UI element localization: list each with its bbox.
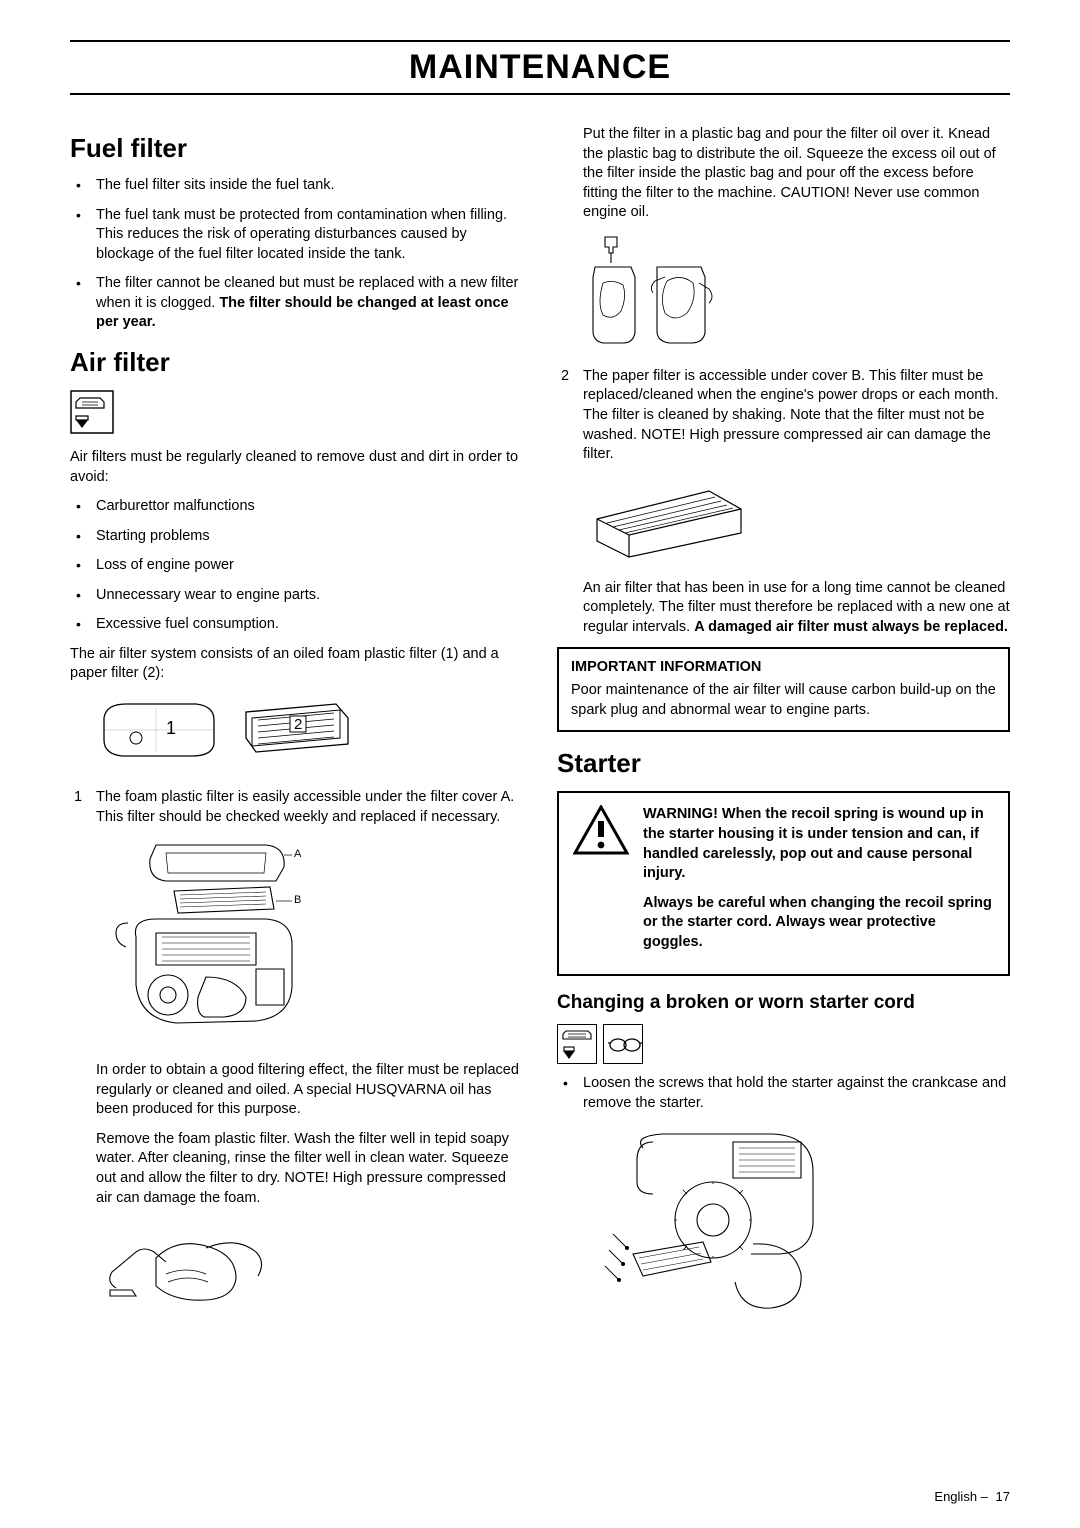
right-column: Put the filter in a plastic bag and pour… (557, 119, 1010, 1338)
info-header: IMPORTANT INFORMATION (571, 659, 996, 675)
columns: Fuel filter The fuel filter sits inside … (70, 119, 1010, 1338)
air-filter-bullets: Carburettor malfunctions Starting proble… (70, 497, 523, 635)
list-item: Loss of engine power (70, 556, 523, 576)
para-effect: In order to obtain a good filtering effe… (70, 1061, 523, 1120)
fuel-filter-list: The fuel filter sits inside the fuel tan… (70, 176, 523, 333)
left-column: Fuel filter The fuel filter sits inside … (70, 119, 523, 1338)
fuel-filter-heading: Fuel filter (70, 133, 523, 164)
info-text: Poor maintenance of the air filter will … (571, 681, 996, 720)
list-item: Loosen the screws that hold the starter … (557, 1074, 1010, 1113)
air-filter-system-text: The air filter system consists of an oil… (70, 645, 523, 684)
air-filter-numbered: The foam plastic filter is easily access… (70, 788, 523, 827)
warning-box: WARNING! When the recoil spring is wound… (557, 791, 1010, 976)
starter-remove-figure (557, 1124, 1010, 1324)
warn-p1: WARNING! When the recoil spring is wound… (643, 805, 994, 883)
list-item: Carburettor malfunctions (70, 497, 523, 517)
oil-bag-figure (557, 233, 1010, 353)
bold-text: A damaged air filter must always be repl… (694, 619, 1008, 635)
list-item: Starting problems (70, 527, 523, 547)
longuse-para: An air filter that has been in use for a… (557, 579, 1010, 638)
cover-a-b-figure: A B (70, 837, 523, 1047)
air-filter-intro: Air filters must be regularly cleaned to… (70, 448, 523, 487)
svg-text:1: 1 (166, 718, 176, 738)
important-info-box: IMPORTANT INFORMATION Poor maintenance o… (557, 647, 1010, 732)
filter-1-2-figure: 1 2 (70, 694, 523, 774)
list-item: The fuel filter sits inside the fuel tan… (70, 176, 523, 196)
top-rule (70, 40, 1010, 42)
air-filter-heading: Air filter (70, 347, 523, 378)
list-item: The paper filter is accessible under cov… (557, 367, 1010, 465)
para-wash: Remove the foam plastic filter. Wash the… (70, 1130, 523, 1208)
warning-icon (573, 805, 629, 962)
tool-icons (557, 1024, 1010, 1064)
footer-sep: – (981, 1489, 988, 1504)
warning-text: WARNING! When the recoil spring is wound… (643, 805, 994, 962)
list-item: The foam plastic filter is easily access… (70, 788, 523, 827)
starter-heading: Starter (557, 748, 1010, 779)
svg-text:B: B (294, 894, 301, 906)
list-item: The filter cannot be cleaned but must be… (70, 274, 523, 333)
page-footer: English – 17 (934, 1489, 1010, 1504)
paper-filter-numbered: The paper filter is accessible under cov… (557, 367, 1010, 465)
footer-lang: English (934, 1489, 977, 1504)
list-item: The fuel tank must be protected from con… (70, 206, 523, 265)
warn-p2: Always be careful when changing the reco… (643, 894, 994, 953)
svg-text:2: 2 (294, 716, 302, 733)
svg-text:A: A (294, 848, 302, 860)
footer-page: 17 (996, 1489, 1010, 1504)
paper-filter-figure (557, 475, 1010, 565)
hand-squeeze-figure (70, 1218, 523, 1318)
list-item: Unnecessary wear to engine parts. (70, 586, 523, 606)
oil-para: Put the filter in a plastic bag and pour… (557, 125, 1010, 223)
air-filter-icon (70, 390, 523, 434)
page-title: MAINTENANCE (70, 48, 1010, 95)
changing-cord-heading: Changing a broken or worn starter cord (557, 992, 1010, 1014)
goggles-icon (603, 1024, 643, 1064)
list-item: Excessive fuel consumption. (70, 615, 523, 635)
starter-bullets: Loosen the screws that hold the starter … (557, 1074, 1010, 1113)
filter-icon (557, 1024, 597, 1064)
